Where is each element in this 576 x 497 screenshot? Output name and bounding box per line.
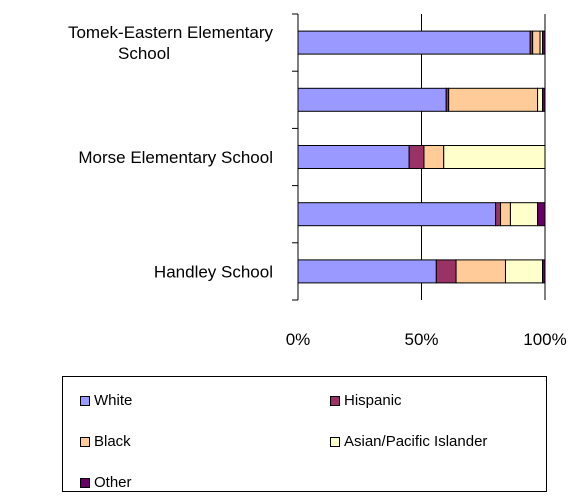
x-tick-label-2: 100% xyxy=(523,330,566,349)
bar-segment-asian-pacific-islander-2 xyxy=(443,145,546,169)
bar-segment-asian-pacific-islander-4 xyxy=(504,259,544,284)
legend-swatch xyxy=(80,395,90,406)
category-label-2-0: Morse Elementary School xyxy=(78,148,273,167)
x-tick-label-1: 50% xyxy=(404,330,438,349)
stacked-bar-chart: Tomek-Eastern Elementary School Morse Elem… xyxy=(68,13,567,349)
legend-item-black: Black xyxy=(80,433,131,450)
legend-item-asian-pacific-islander: Asian/Pacific Islander xyxy=(330,433,487,450)
bar-segment-other-0 xyxy=(542,30,546,55)
legend-swatch xyxy=(80,436,90,447)
bar-segment-white-2 xyxy=(297,145,410,169)
bar-segment-asian-pacific-islander-1 xyxy=(537,87,544,112)
x-tick-label-0: 0% xyxy=(286,330,311,349)
axes xyxy=(292,13,299,301)
bar-segment-other-4 xyxy=(542,259,546,284)
legend: White Hispanic Black Asian/Pacific Islander… xyxy=(62,376,547,492)
bar-segment-other-3 xyxy=(537,202,546,227)
bar-segment-white-4 xyxy=(297,259,437,284)
legend-label: Black xyxy=(94,433,131,450)
legend-item-other: Other xyxy=(80,474,132,491)
bar-segment-white-1 xyxy=(297,87,447,112)
legend-item-hispanic: Hispanic xyxy=(330,392,402,409)
bar-segment-hispanic-2 xyxy=(408,145,425,169)
legend-label: Asian/Pacific Islander xyxy=(344,433,488,450)
legend-label: White xyxy=(94,392,133,409)
category-label-0-0: Tomek-Eastern Elementary xyxy=(68,23,274,42)
bar-segment-black-2 xyxy=(423,145,445,169)
category-label-4-0: Handley School xyxy=(154,262,273,281)
bar-segment-hispanic-3 xyxy=(495,202,502,227)
bar-segment-black-3 xyxy=(500,202,511,227)
category-label-0-1: School xyxy=(118,44,170,63)
bar-segment-black-0 xyxy=(532,30,541,55)
legend-swatch xyxy=(330,395,340,406)
legend-item-white: White xyxy=(80,392,132,409)
bar-segment-white-3 xyxy=(297,202,497,227)
bar-segment-asian-pacific-islander-3 xyxy=(509,202,539,227)
bars xyxy=(297,30,546,284)
legend-swatch xyxy=(330,436,340,447)
bar-segment-other-1 xyxy=(542,87,546,112)
bar-segment-white-0 xyxy=(297,30,531,55)
bar-segment-black-4 xyxy=(455,259,506,284)
bar-segment-hispanic-4 xyxy=(435,259,457,284)
category-labels: Tomek-Eastern Elementary School Morse Elem… xyxy=(68,23,274,281)
bar-segment-black-1 xyxy=(448,87,539,112)
legend-label: Other xyxy=(94,474,132,491)
x-tick-labels: 0% 50% 100% xyxy=(286,330,567,349)
legend-swatch xyxy=(80,477,90,488)
legend-label: Hispanic xyxy=(344,392,402,409)
